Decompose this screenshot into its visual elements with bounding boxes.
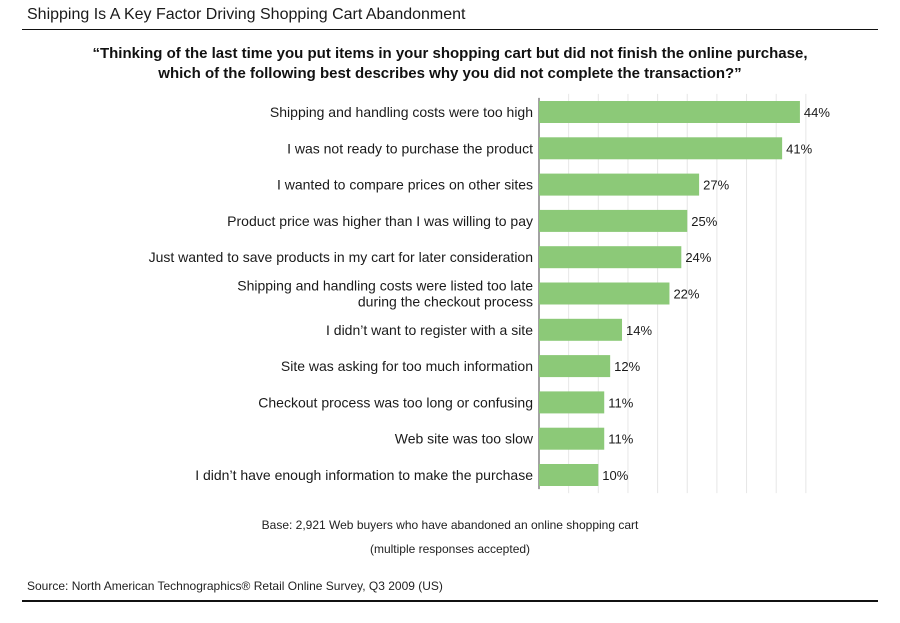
category-label: I was not ready to purchase the product: [287, 140, 533, 156]
bar: [539, 209, 688, 232]
bar: [539, 101, 800, 123]
source-note: Source: North American Technographics® R…: [27, 579, 443, 593]
category-label: Just wanted to save products in my cart …: [149, 249, 533, 265]
bar: [539, 355, 611, 378]
category-label: Shipping and handling costs were listed …: [237, 278, 533, 294]
category-label: Site was asking for too much information: [281, 358, 533, 374]
bar-value-label: 12%: [614, 359, 640, 374]
category-label: Shipping and handling costs were too hig…: [270, 104, 533, 120]
bar-value-label: 11%: [608, 395, 633, 410]
survey-question-line-2: which of the following best describes wh…: [158, 65, 742, 82]
survey-question-line-1: “Thinking of the last time you put items…: [92, 45, 808, 62]
category-label: I didn’t want to register with a site: [326, 322, 533, 338]
category-label: Web site was too slow: [395, 431, 534, 447]
bar-value-label: 24%: [685, 250, 711, 265]
bar-value-label: 25%: [691, 214, 717, 229]
bar-value-label: 11%: [608, 432, 633, 447]
bar: [539, 464, 599, 486]
bar: [539, 427, 605, 450]
category-label: Checkout process was too long or confusi…: [258, 394, 533, 410]
bar: [539, 137, 783, 160]
bar: [539, 391, 605, 414]
bar-value-label: 10%: [602, 468, 628, 483]
bar-value-label: 27%: [703, 178, 729, 193]
category-label: Product price was higher than I was will…: [227, 213, 533, 229]
base-note: Base: 2,921 Web buyers who have abandone…: [261, 518, 639, 532]
category-label: during the checkout process: [358, 294, 533, 310]
footer-divider: [22, 600, 878, 602]
bar-value-label: 14%: [626, 323, 652, 338]
bar-value-label: 41%: [786, 141, 812, 156]
bar-value-label: 44%: [804, 105, 830, 120]
responses-note: (multiple responses accepted): [369, 542, 531, 556]
bar-value-label: 22%: [673, 287, 699, 302]
bar: [539, 173, 700, 196]
bar: [539, 282, 670, 305]
title-divider: [22, 29, 878, 30]
grid-lines: [568, 93, 807, 494]
survey-question: “Thinking of the last time you put items…: [40, 44, 860, 84]
bar: [539, 318, 623, 341]
chart-title: Shipping Is A Key Factor Driving Shoppin…: [27, 6, 466, 23]
category-label: I didn’t have enough information to make…: [195, 467, 533, 483]
bar: [539, 246, 682, 269]
category-label: I wanted to compare prices on other site…: [277, 177, 533, 193]
